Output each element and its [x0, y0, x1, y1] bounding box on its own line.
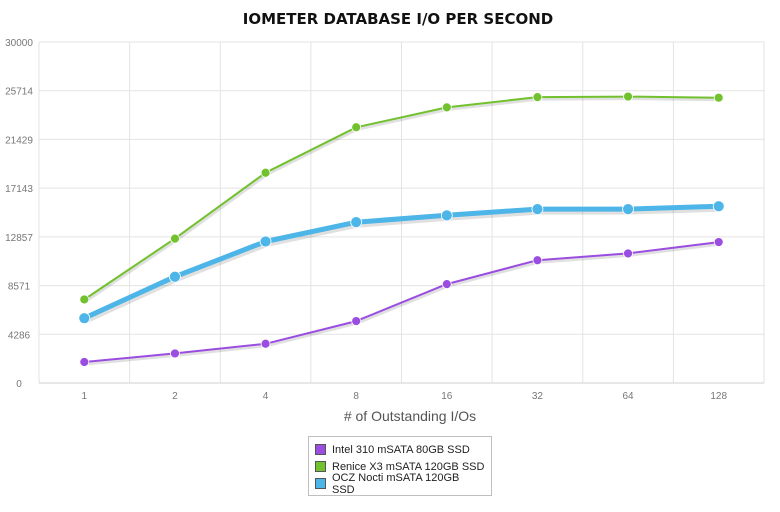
x-axis-label: # of Outstanding I/Os	[344, 408, 476, 424]
x-tick-label: 16	[441, 391, 453, 402]
legend-swatch-ocz	[315, 478, 326, 489]
legend-swatch-intel	[315, 444, 326, 455]
data-point-ocz	[78, 312, 91, 325]
data-point-renice	[79, 294, 90, 305]
chart-title: IOMETER DATABASE I/O PER SECOND	[243, 10, 554, 28]
y-tick-label: 30000	[5, 38, 33, 49]
data-point-renice	[532, 92, 543, 103]
y-tick-label: 17143	[5, 184, 33, 195]
x-tick-label: 2	[172, 391, 178, 402]
data-point-intel	[79, 357, 90, 367]
y-tick-label: 4286	[8, 330, 31, 341]
x-axis-ticks: 1 2 4 8 16 32 64 128	[82, 391, 728, 402]
y-tick-label: 12857	[5, 233, 33, 244]
data-point-renice	[351, 122, 362, 133]
data-point-intel	[260, 338, 271, 349]
series-line-intel	[83, 241, 720, 363]
y-tick-label: 25714	[5, 87, 33, 98]
data-point-intel	[623, 248, 633, 259]
data-point-intel	[713, 237, 724, 247]
data-point-ocz	[531, 203, 544, 215]
data-point-renice	[713, 92, 724, 103]
x-tick-label: 4	[263, 391, 269, 402]
legend-label-ocz: OCZ Nocti mSATA 120GB SSD	[332, 471, 460, 496]
data-point-ocz	[350, 216, 363, 229]
legend-swatch-renice	[315, 461, 326, 472]
data-point-renice	[170, 233, 180, 244]
legend-item-intel: Intel 310 mSATA 80GB SSD	[315, 441, 485, 458]
series-line-renice	[83, 95, 720, 301]
data-point-ocz	[712, 200, 725, 213]
data-point-renice	[260, 167, 271, 178]
y-axis-ticks: 0 4286 8571 12857 17143 21429 25714 30000	[5, 38, 33, 390]
x-tick-label: 1	[82, 391, 88, 402]
data-point-ocz	[622, 203, 634, 215]
y-tick-label: 8571	[8, 282, 31, 293]
data-point-renice	[623, 91, 633, 102]
legend-item-renice: Renice X3 mSATA 120GB SSD	[315, 458, 485, 475]
x-tick-label: 32	[532, 391, 544, 402]
series-line-shadow-renice	[83, 97, 722, 303]
data-point-ocz	[440, 209, 453, 222]
data-point-intel	[170, 348, 180, 359]
data-point-intel	[351, 316, 362, 326]
data-point-ocz	[169, 270, 181, 283]
legend-item-ocz: OCZ Nocti mSATA 120GB SSD	[315, 472, 485, 496]
data-point-renice	[441, 102, 452, 113]
legend: Intel 310 mSATA 80GB SSD Renice X3 mSATA…	[308, 436, 492, 496]
x-tick-label: 64	[623, 391, 635, 402]
x-tick-label: 128	[710, 391, 727, 402]
series-layer	[78, 91, 725, 367]
series-line-shadow-intel	[83, 242, 722, 366]
x-tick-label: 8	[353, 391, 359, 402]
data-point-intel	[441, 279, 452, 290]
legend-label-intel: Intel 310 mSATA 80GB SSD	[332, 443, 470, 456]
y-tick-label: 0	[16, 379, 22, 390]
y-tick-label: 21429	[5, 135, 33, 146]
data-point-intel	[532, 255, 543, 266]
series-line-ocz	[81, 203, 722, 321]
data-point-ocz	[259, 235, 272, 248]
legend-label-renice: Renice X3 mSATA 120GB SSD	[332, 460, 485, 473]
